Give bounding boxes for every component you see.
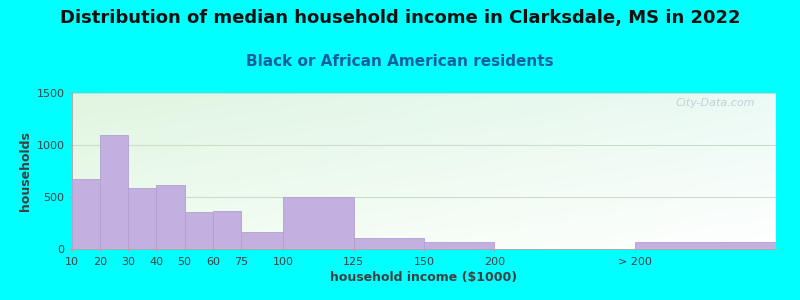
- Bar: [635, 242, 776, 249]
- Bar: [157, 184, 185, 249]
- Text: Distribution of median household income in Clarksdale, MS in 2022: Distribution of median household income …: [60, 9, 740, 27]
- Bar: [72, 179, 100, 249]
- X-axis label: household income ($1000): household income ($1000): [330, 271, 518, 284]
- Text: City-Data.com: City-Data.com: [675, 98, 755, 108]
- Bar: [128, 188, 157, 249]
- Bar: [185, 212, 213, 249]
- Bar: [213, 211, 241, 249]
- Bar: [100, 135, 128, 249]
- Bar: [354, 238, 424, 249]
- Text: Black or African American residents: Black or African American residents: [246, 54, 554, 69]
- Bar: [241, 232, 283, 249]
- Y-axis label: households: households: [19, 131, 32, 211]
- Bar: [424, 242, 494, 249]
- Bar: [283, 197, 354, 249]
